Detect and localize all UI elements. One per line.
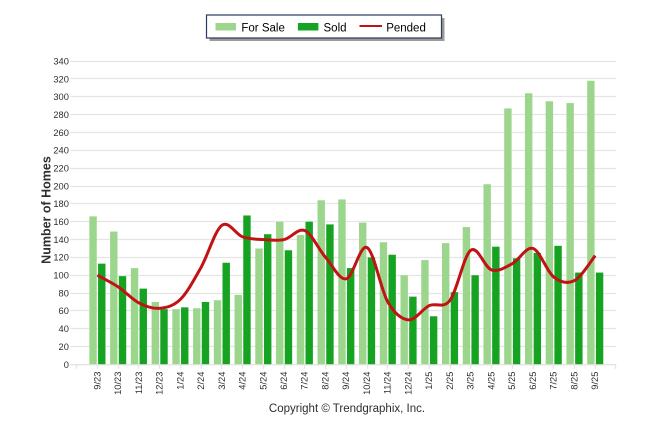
svg-text:9/25: 9/25 xyxy=(590,372,600,390)
svg-text:2/24: 2/24 xyxy=(196,372,206,390)
svg-text:320: 320 xyxy=(53,74,69,84)
svg-text:260: 260 xyxy=(53,128,69,138)
svg-text:10/23: 10/23 xyxy=(113,372,123,395)
svg-text:340: 340 xyxy=(53,56,69,66)
svg-text:8/24: 8/24 xyxy=(320,372,330,390)
svg-text:1/25: 1/25 xyxy=(424,372,434,390)
svg-text:220: 220 xyxy=(53,164,69,174)
svg-text:4/24: 4/24 xyxy=(238,372,248,390)
svg-text:10/24: 10/24 xyxy=(362,372,372,395)
svg-text:3/25: 3/25 xyxy=(466,372,476,390)
svg-text:4/25: 4/25 xyxy=(486,372,496,390)
svg-text:100: 100 xyxy=(53,271,69,281)
svg-text:Number of Homes: Number of Homes xyxy=(40,156,54,264)
svg-text:7/24: 7/24 xyxy=(300,372,310,390)
svg-text:2/25: 2/25 xyxy=(445,372,455,390)
svg-text:280: 280 xyxy=(53,110,69,120)
svg-text:Pended: Pended xyxy=(386,23,426,35)
svg-text:3/24: 3/24 xyxy=(217,372,227,390)
svg-text:80: 80 xyxy=(59,288,69,298)
svg-text:For Sale: For Sale xyxy=(241,23,284,35)
svg-text:Copyright © Trendgraphix, Inc.: Copyright © Trendgraphix, Inc. xyxy=(269,403,425,415)
svg-text:6/25: 6/25 xyxy=(528,372,538,390)
svg-text:1/24: 1/24 xyxy=(175,372,185,390)
svg-text:12/23: 12/23 xyxy=(155,372,165,395)
svg-text:200: 200 xyxy=(53,181,69,191)
svg-text:40: 40 xyxy=(59,324,69,334)
svg-text:240: 240 xyxy=(53,146,69,156)
svg-text:11/24: 11/24 xyxy=(383,372,393,395)
svg-text:5/25: 5/25 xyxy=(507,372,517,390)
svg-text:5/24: 5/24 xyxy=(258,372,268,390)
svg-text:180: 180 xyxy=(53,199,69,209)
svg-text:120: 120 xyxy=(53,253,69,263)
svg-text:300: 300 xyxy=(53,92,69,102)
svg-text:60: 60 xyxy=(59,306,69,316)
svg-text:140: 140 xyxy=(53,235,69,245)
svg-text:9/24: 9/24 xyxy=(341,372,351,390)
svg-text:8/25: 8/25 xyxy=(569,372,579,390)
svg-text:9/23: 9/23 xyxy=(92,372,102,390)
svg-text:6/24: 6/24 xyxy=(279,372,289,390)
svg-text:20: 20 xyxy=(59,342,69,352)
svg-text:160: 160 xyxy=(53,217,69,227)
svg-text:Sold: Sold xyxy=(324,23,347,35)
svg-text:7/25: 7/25 xyxy=(549,372,559,390)
svg-text:12/24: 12/24 xyxy=(403,372,413,395)
svg-text:0: 0 xyxy=(64,360,69,370)
svg-text:11/23: 11/23 xyxy=(134,372,144,395)
